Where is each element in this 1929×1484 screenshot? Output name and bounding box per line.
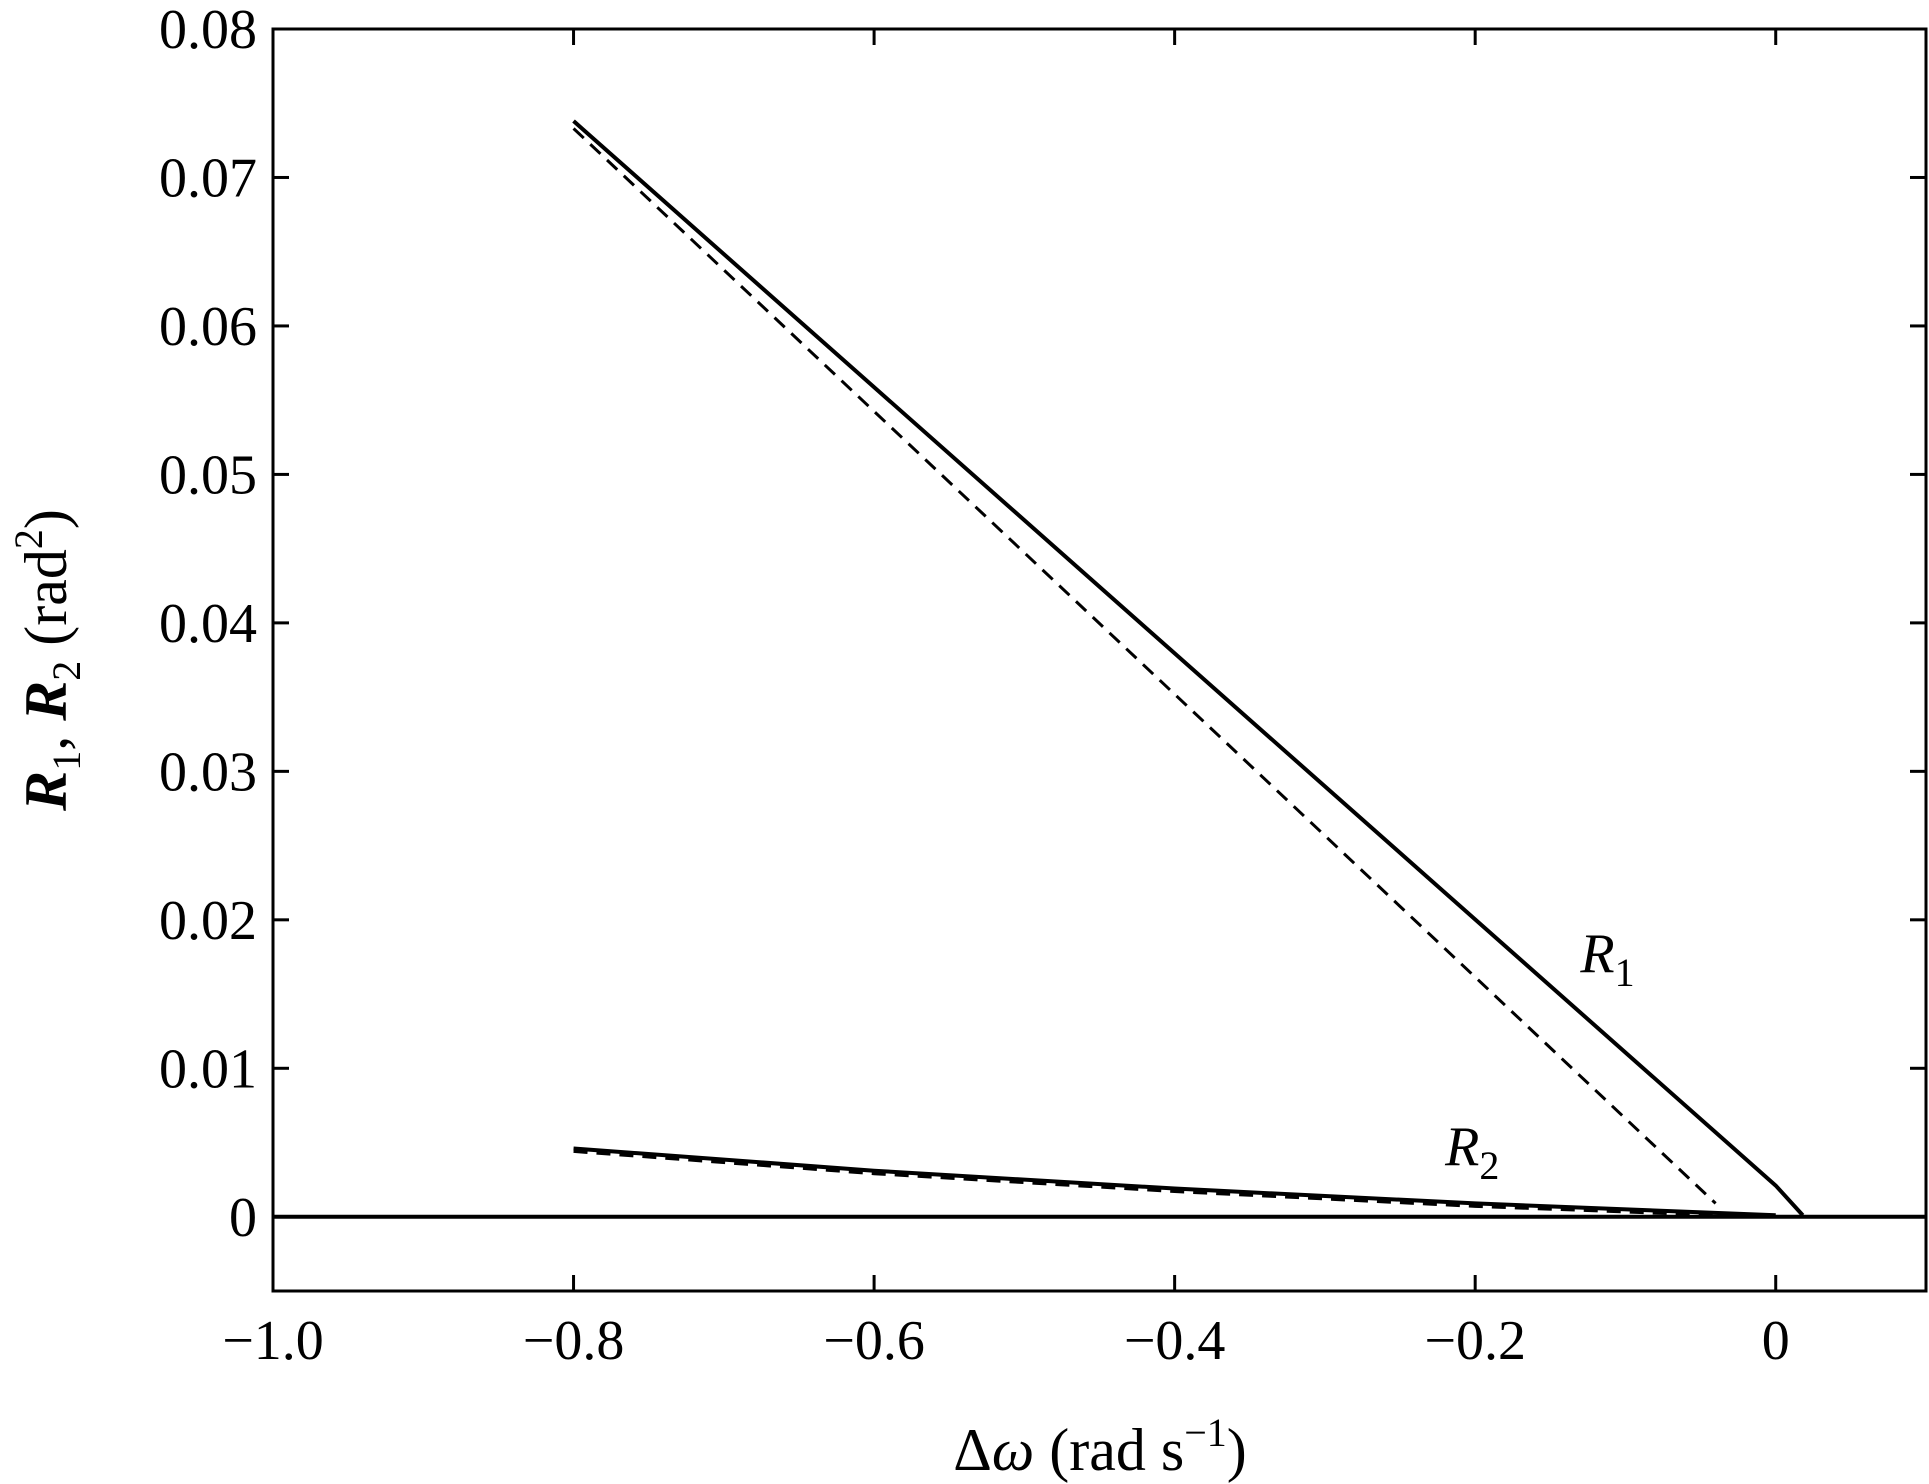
series-line-r2-solid — [573, 1146, 1776, 1218]
y-tick-label: 0.02 — [159, 890, 257, 952]
x-axis-title-symbol: ω — [992, 1417, 1034, 1483]
x-tick-label: −0.2 — [1424, 1310, 1526, 1372]
annotation-r1-subscript: 1 — [1615, 950, 1635, 995]
x-tick-label: 0 — [1762, 1310, 1790, 1372]
y-tick-label: 0.07 — [159, 147, 257, 209]
x-axis-title-unit-sup: −1 — [1184, 1410, 1227, 1455]
y-tick-label: 0.05 — [159, 444, 257, 506]
x-tick-label: −1.0 — [222, 1310, 324, 1372]
y-axis-title-r2: R — [13, 681, 79, 722]
series-line-r1-dashed — [572, 127, 1717, 1205]
y-axis-title-r2-sub: 2 — [44, 661, 89, 681]
y-axis-title-r1: R — [13, 771, 79, 812]
x-tick-label: −0.8 — [523, 1310, 625, 1372]
y-axis-title: R1, R2 (rad2) — [6, 509, 89, 812]
annotation-r2-symbol: R — [1444, 1116, 1479, 1178]
x-axis-title-unit: (rad s — [1034, 1417, 1184, 1483]
y-tick-label: 0.03 — [159, 741, 257, 803]
plot-frame — [271, 27, 1928, 1293]
y-axis-title-unit-sup: 2 — [6, 529, 51, 549]
y-axis-title-unit: (rad — [13, 549, 79, 661]
series-line-r1-solid — [572, 119, 1805, 1217]
x-axis-title-prefix: Δ — [953, 1417, 992, 1483]
x-tick-label: −0.6 — [823, 1310, 925, 1372]
x-axis-title: Δω (rad s−1) — [953, 1410, 1246, 1483]
y-tick-label: 0.04 — [159, 593, 257, 655]
y-axis-title-r1-sub: 1 — [44, 751, 89, 771]
ticks: −1.0 −0.8 −0.6 −0.4 −0.2 0 0 0.01 0.02 0.03 0.04 0.… — [159, 0, 1926, 1372]
y-axis-title-unit-close: ) — [13, 509, 79, 529]
series-line-r2-dashed — [573, 1149, 1716, 1217]
x-tick-label: −0.4 — [1124, 1310, 1226, 1372]
annotation-r2-subscript: 2 — [1479, 1143, 1499, 1188]
annotation-r1-symbol: R — [1579, 923, 1614, 985]
y-tick-label: 0 — [229, 1187, 257, 1249]
annotation-r1: R1 — [1579, 923, 1634, 995]
x-axis-title-unit-close: ) — [1227, 1417, 1247, 1483]
y-tick-label: 0.01 — [159, 1038, 257, 1100]
y-tick-label: 0.08 — [159, 0, 257, 61]
y-tick-label: 0.06 — [159, 296, 257, 358]
series-group — [572, 119, 1805, 1218]
y-axis-title-sep: , — [13, 721, 79, 751]
annotation-r2: R2 — [1444, 1116, 1499, 1188]
